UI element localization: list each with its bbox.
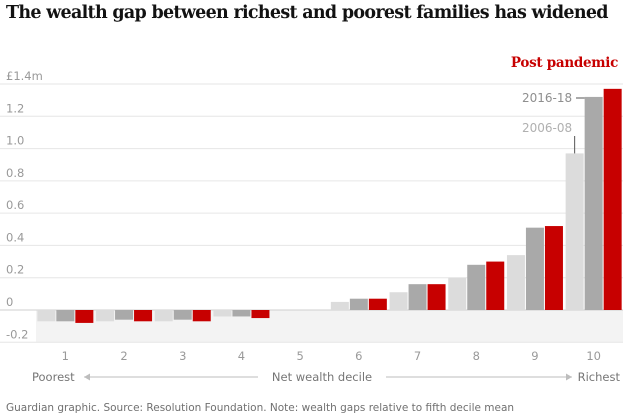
x-tick-label: 7	[414, 349, 421, 363]
bar	[173, 310, 192, 320]
bar	[565, 153, 584, 310]
bar	[584, 96, 603, 311]
series-label-2016-18: 2016-18	[522, 91, 572, 105]
x-tick-label: 8	[473, 349, 480, 363]
y-tick-label: 0.4	[6, 230, 24, 244]
bar	[389, 292, 408, 310]
x-tick-label: 1	[62, 349, 69, 363]
x-tick-label: 10	[586, 349, 601, 363]
bar	[427, 284, 446, 310]
x-tick-label: 3	[179, 349, 186, 363]
bar	[232, 310, 251, 317]
bar	[544, 226, 563, 310]
bar	[467, 264, 486, 310]
y-tick-label: -0.2	[6, 327, 28, 341]
bar	[408, 284, 427, 310]
bar	[56, 310, 75, 322]
y-tick-label: 1.2	[6, 101, 24, 115]
bar	[134, 310, 153, 322]
bar	[251, 310, 270, 319]
bar	[213, 310, 232, 317]
bar	[115, 310, 134, 320]
arrow-left-icon	[84, 373, 90, 381]
bar	[37, 310, 56, 322]
x-tick-label: 6	[355, 349, 362, 363]
bar	[154, 310, 173, 322]
bar	[75, 310, 94, 323]
series-label-post-pandemic: Post pandemic	[511, 55, 618, 71]
source-note: Guardian graphic. Source: Resolution Fou…	[6, 402, 515, 414]
x-axis-label: Net wealth decile	[272, 370, 372, 384]
bar	[330, 301, 349, 310]
bar	[192, 310, 211, 322]
bar	[448, 277, 467, 310]
bar	[368, 298, 387, 310]
y-tick-label: 0	[6, 295, 13, 309]
negative-region-band	[36, 310, 623, 343]
series-label-2006-08: 2006-08	[522, 121, 572, 135]
x-tick-label: 5	[296, 349, 303, 363]
bar	[525, 227, 544, 310]
x-tick-label: 2	[120, 349, 127, 363]
x-tick-label: 4	[238, 349, 245, 363]
bar	[349, 298, 368, 310]
y-tick-label: 0.2	[6, 263, 24, 277]
x-tick-label: 9	[531, 349, 538, 363]
y-tick-label: 0.8	[6, 166, 24, 180]
chart-title: The wealth gap between richest and poore…	[6, 3, 609, 23]
bar	[96, 310, 115, 322]
y-tick-label: £1.4m	[6, 69, 43, 83]
bar	[603, 88, 622, 310]
x-left-label: Poorest	[32, 370, 75, 384]
x-right-label: Richest	[578, 370, 621, 384]
bar	[506, 255, 525, 310]
arrow-right-icon	[566, 373, 572, 381]
y-tick-label: 0.6	[6, 198, 24, 212]
y-tick-label: 1.0	[6, 134, 24, 148]
chart-area: £1.4m 1.2 1.0 0.8 0.6 0.4 0.2 0 -0.2 1 2 3 4 5 6 7 8 9 10 P…	[0, 55, 623, 384]
bar	[486, 261, 505, 310]
